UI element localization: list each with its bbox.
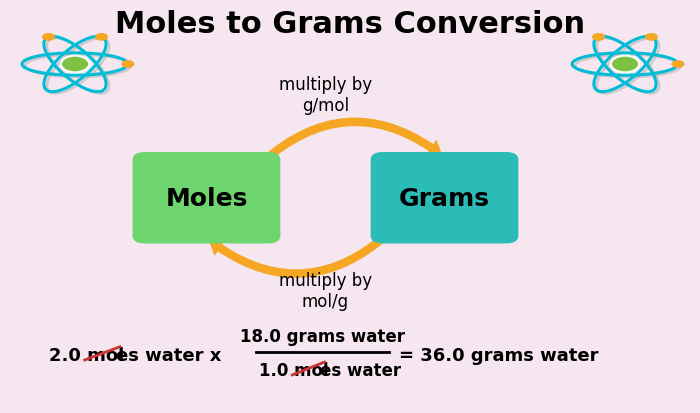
Text: = 36.0 grams water: = 36.0 grams water [399,346,598,364]
Text: es water: es water [320,361,401,379]
FancyBboxPatch shape [133,153,280,244]
Text: Grams: Grams [399,186,490,210]
Circle shape [645,34,658,42]
Text: es water x: es water x [116,346,221,364]
Text: multiply by
g/mol: multiply by g/mol [279,76,372,114]
Text: multiply by
mol/g: multiply by mol/g [279,272,372,311]
FancyArrowPatch shape [260,118,442,166]
FancyArrowPatch shape [209,231,391,278]
Text: Moles to Grams Conversion: Moles to Grams Conversion [115,10,585,39]
Circle shape [611,57,639,73]
Circle shape [121,61,134,69]
Circle shape [61,57,89,73]
Circle shape [42,34,55,42]
Text: 18.0 grams water: 18.0 grams water [239,327,405,345]
Circle shape [95,34,108,42]
Circle shape [592,34,605,42]
Text: Moles: Moles [165,186,248,210]
Text: 1.0 mol: 1.0 mol [259,361,328,379]
Circle shape [671,61,685,69]
Text: 2.0 mol: 2.0 mol [49,346,125,364]
FancyBboxPatch shape [371,153,518,244]
